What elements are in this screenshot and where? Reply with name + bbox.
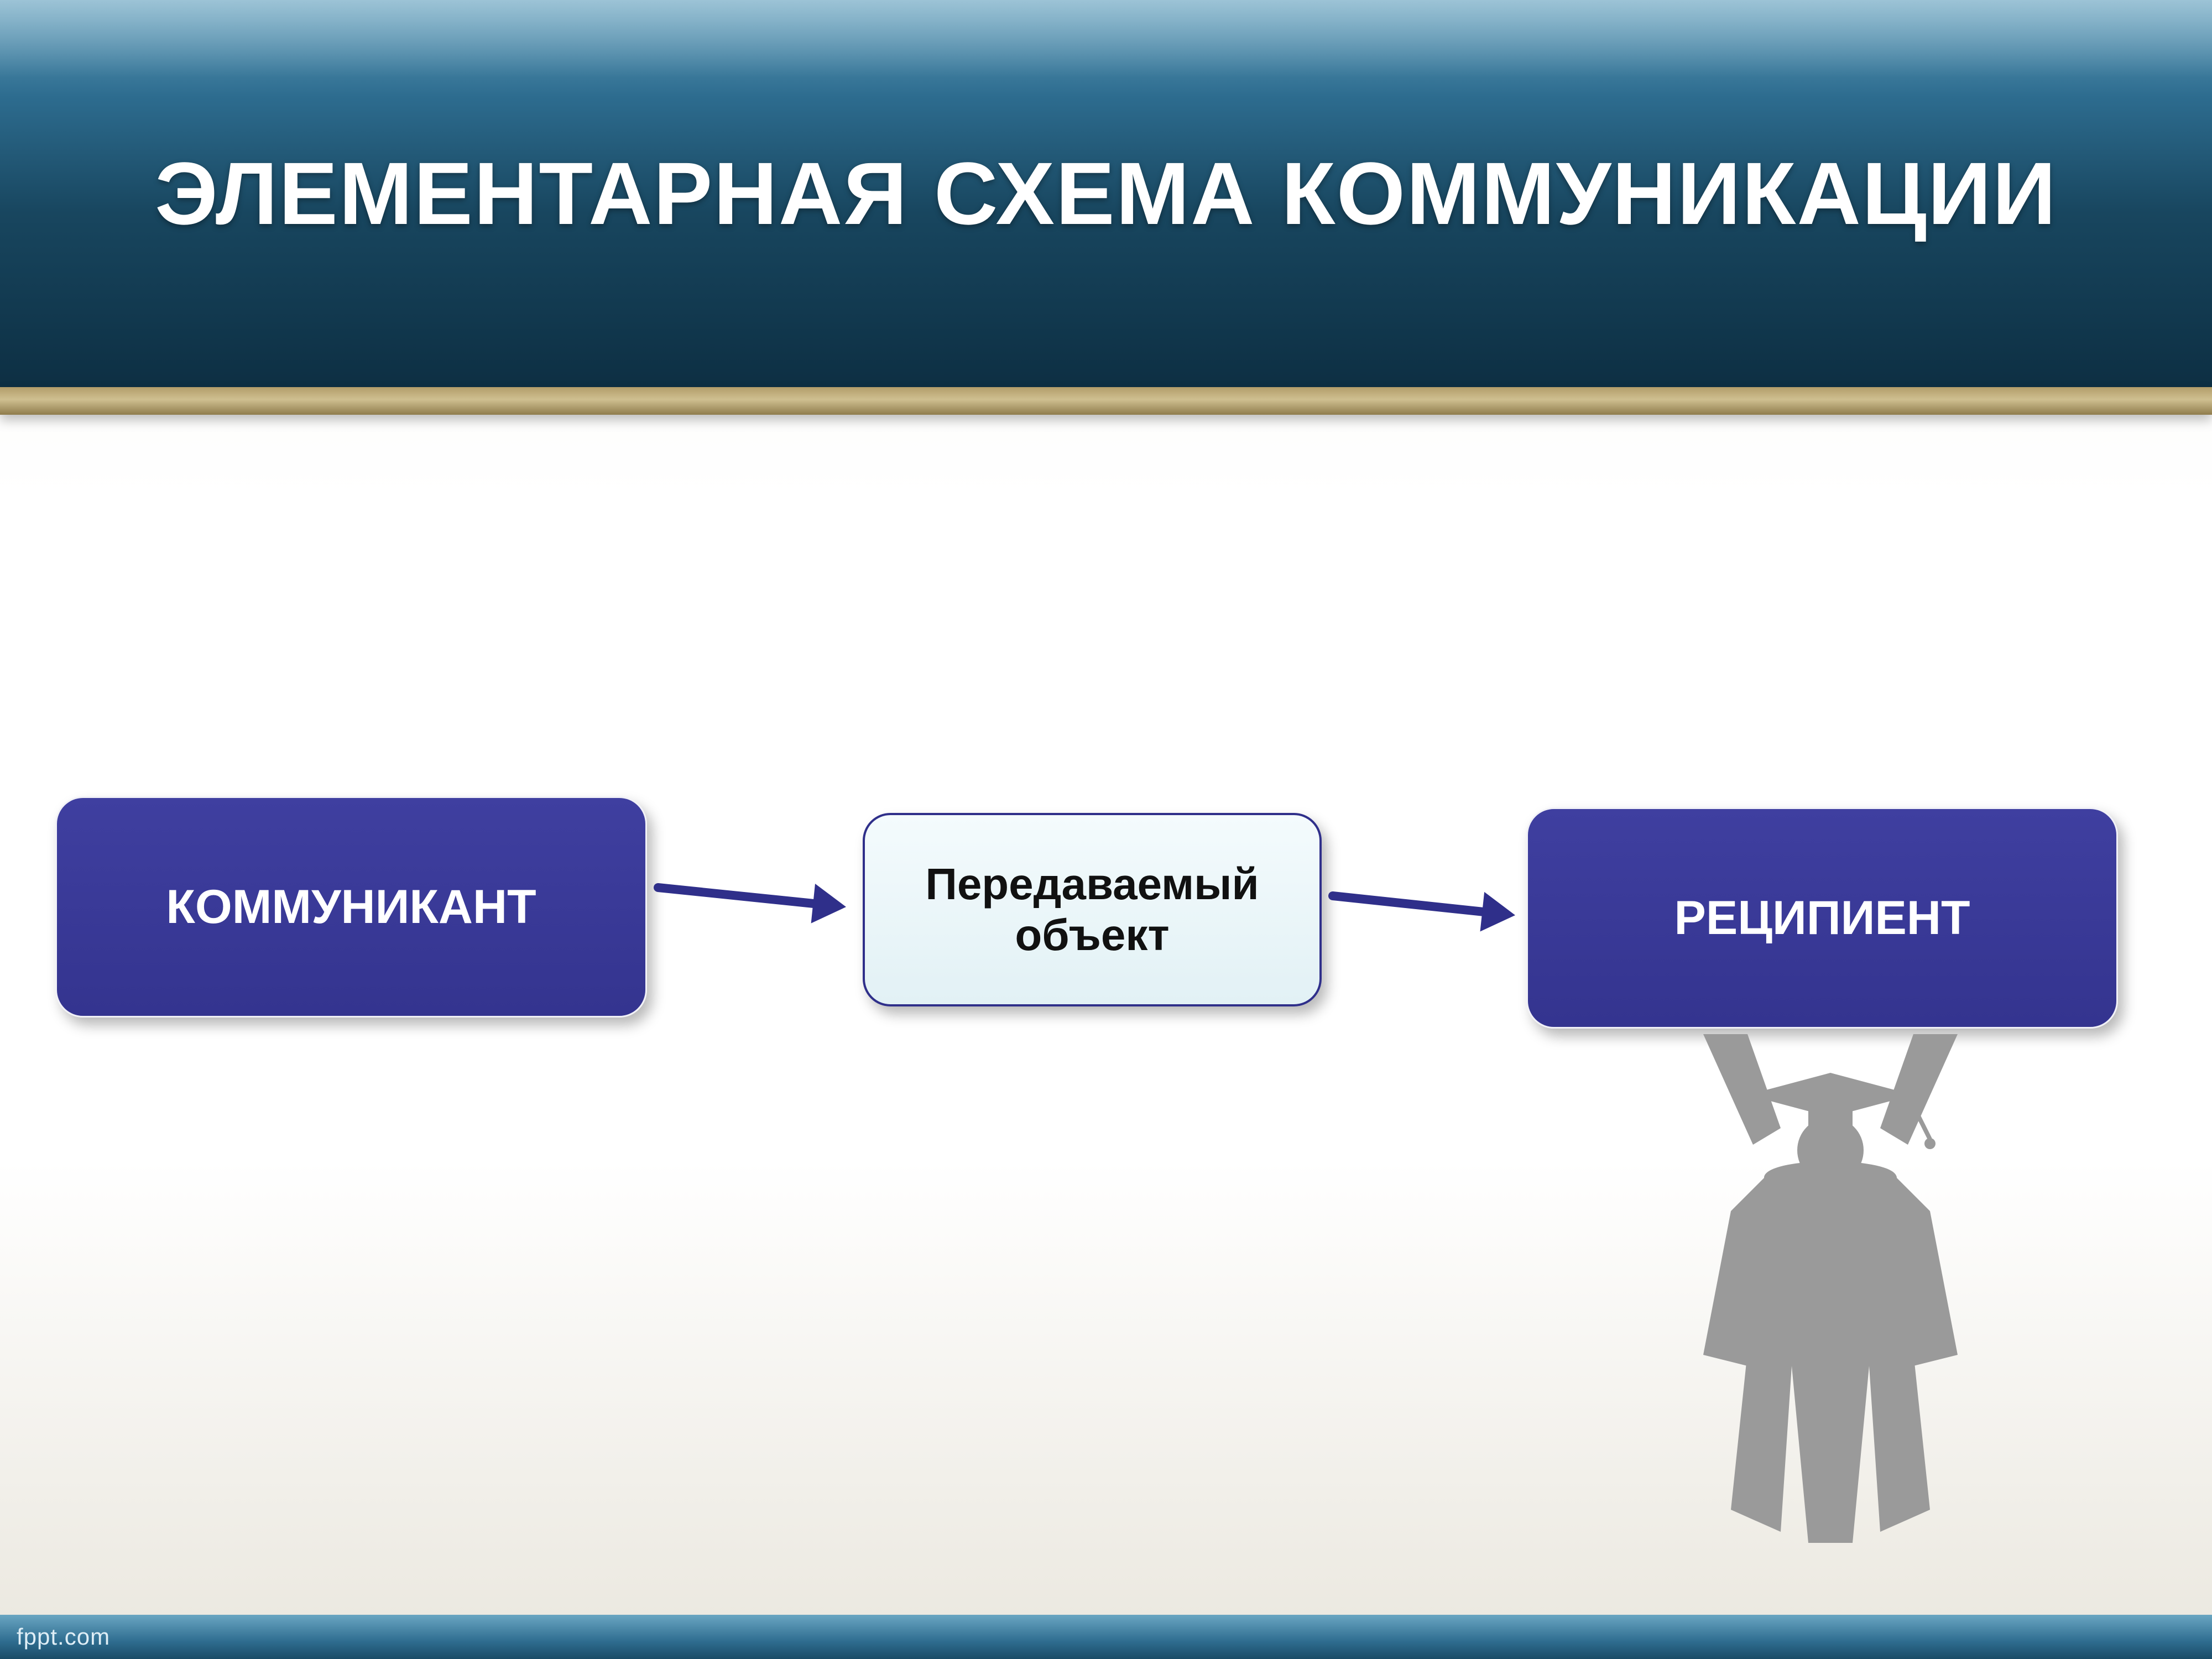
separator-bar [0,387,2212,415]
graduate-icon [1620,1012,2041,1565]
node-recipient-label: РЕЦИПИЕНТ [1658,891,1987,946]
node-communicant: КОММУНИКАНТ [55,796,647,1018]
arrow-object-to-recipient [1288,852,1559,959]
arrow-communicant-to-object [614,843,890,951]
node-communicant-label: КОММУНИКАНТ [149,880,552,935]
node-object: Передаваемый объект [863,813,1322,1006]
node-object-label: Передаваемый объект [865,859,1319,961]
footer-text: fppt.com [17,1624,110,1650]
node-recipient: РЕЦИПИЕНТ [1526,807,2118,1029]
footer-bar: fppt.com [0,1615,2212,1659]
title-band: ЭЛЕМЕНТАРНАЯ СХЕМА КОММУНИКАЦИИ [0,0,2212,387]
slide: ЭЛЕМЕНТАРНАЯ СХЕМА КОММУНИКАЦИИ КОММУНИК… [0,0,2212,1659]
slide-title: ЭЛЕМЕНТАРНАЯ СХЕМА КОММУНИКАЦИИ [155,143,2057,244]
